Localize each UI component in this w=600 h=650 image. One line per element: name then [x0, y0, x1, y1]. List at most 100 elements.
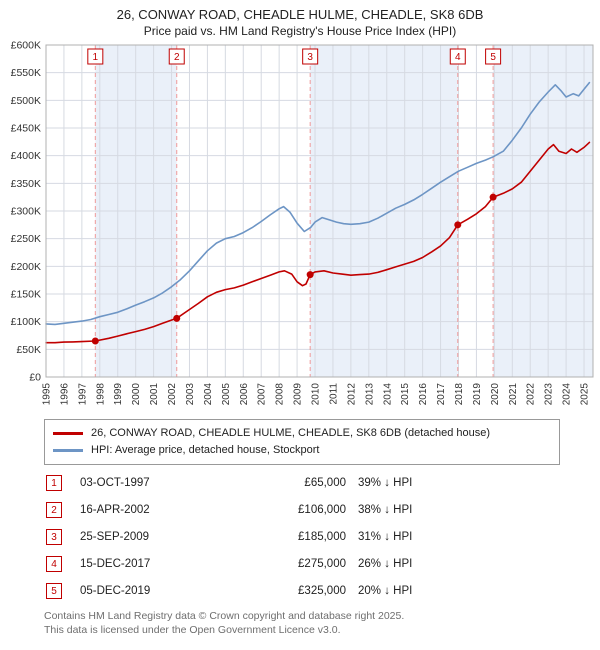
x-tick-label: 2013 — [364, 383, 375, 406]
x-tick-label: 2008 — [275, 383, 286, 406]
x-tick-label: 2014 — [382, 383, 393, 406]
sale-marker — [91, 337, 99, 345]
sale-marker — [306, 271, 314, 279]
y-tick-label: £50K — [16, 344, 41, 356]
price-series-swatch — [53, 432, 83, 436]
x-tick-label: 2002 — [167, 383, 178, 406]
footer-line-1: Contains HM Land Registry data © Crown c… — [44, 610, 405, 623]
x-tick-label: 2012 — [346, 383, 357, 406]
sale-number-badge: 1 — [46, 475, 62, 492]
sale-price: £325,000 — [298, 585, 346, 598]
x-tick-label: 1998 — [95, 383, 106, 406]
sale-number-box — [449, 48, 466, 65]
sale-number-badge: 4 — [46, 556, 62, 573]
sale-marker — [454, 221, 462, 229]
y-tick-label: £100K — [11, 316, 41, 328]
x-tick-label: 2005 — [221, 383, 232, 406]
sale-row-5: 5 05-DEC-2019 £325,000 20% ↓ HPI — [46, 583, 600, 600]
sale-price: £65,000 — [304, 477, 346, 490]
x-tick-label: 2010 — [311, 383, 322, 406]
x-tick-label: 2023 — [544, 383, 555, 406]
sale-price: £106,000 — [298, 504, 346, 517]
x-tick-label: 2020 — [490, 383, 501, 406]
legend-label-hpi: HPI: Average price, detached house, Stoc… — [91, 444, 320, 457]
sale-number-badge: 2 — [46, 502, 62, 519]
x-tick-label: 2019 — [472, 383, 483, 406]
y-tick-label: £200K — [11, 261, 41, 273]
sale-hpi-diff: 26% ↓ HPI — [358, 558, 413, 571]
page-subtitle: Price paid vs. HM Land Registry's House … — [143, 24, 457, 39]
sale-number-label: 4 — [455, 52, 461, 63]
x-tick-label: 1996 — [59, 383, 70, 406]
x-tick-label: 2021 — [508, 383, 519, 406]
hpi-series-line — [45, 82, 591, 326]
sale-row-4: 4 15-DEC-2017 £275,000 26% ↓ HPI — [46, 556, 600, 573]
legend-label-price: 26, CONWAY ROAD, CHEADLE HULME, CHEADLE,… — [91, 427, 490, 440]
license-footer: Contains HM Land Registry data © Crown c… — [44, 610, 600, 637]
x-tick-label: 2017 — [436, 383, 447, 406]
sale-date: 03-OCT-1997 — [80, 477, 150, 490]
sale-number-badge: 3 — [46, 529, 62, 546]
y-tick-label: £250K — [11, 233, 41, 245]
y-tick-label: £500K — [11, 95, 41, 107]
y-tick-label: £350K — [11, 178, 41, 190]
sale-date: 05-DEC-2019 — [80, 585, 151, 598]
sale-hpi-diff: 20% ↓ HPI — [358, 585, 413, 598]
plot-border — [45, 44, 594, 378]
sale-row-3: 3 25-SEP-2009 £185,000 31% ↓ HPI — [46, 529, 600, 546]
x-tick-label: 2018 — [454, 383, 465, 406]
sale-hpi-diff: 31% ↓ HPI — [358, 531, 413, 544]
sale-marker — [489, 193, 497, 201]
y-tick-label: £150K — [11, 289, 41, 301]
x-tick-label: 2011 — [328, 383, 339, 405]
footer-line-2: This data is licensed under the Open Gov… — [44, 623, 341, 636]
sale-price: £185,000 — [298, 531, 346, 544]
x-tick-label: 2006 — [239, 383, 250, 406]
sale-row-1: 1 03-OCT-1997 £65,000 39% ↓ HPI — [46, 475, 600, 492]
y-tick-label: £600K — [11, 40, 41, 52]
sale-number-label: 2 — [174, 52, 180, 63]
sale-number-label: 3 — [307, 52, 313, 63]
chart-header: 26, CONWAY ROAD, CHEADLE HULME, CHEADLE,… — [0, 0, 600, 39]
y-tick-label: £0 — [29, 372, 41, 384]
x-tick-label: 1999 — [113, 383, 124, 406]
hpi-series-swatch — [53, 449, 83, 453]
sale-number-label: 5 — [490, 52, 496, 63]
x-tick-label: 2025 — [580, 383, 591, 406]
chart-legend: 26, CONWAY ROAD, CHEADLE HULME, CHEADLE,… — [44, 419, 560, 466]
sale-number-box — [87, 48, 104, 65]
x-tick-label: 2001 — [149, 383, 160, 406]
x-tick-label: 2009 — [293, 383, 304, 406]
sale-number-label: 1 — [93, 52, 99, 63]
x-tick-label: 2015 — [400, 383, 411, 406]
sale-date: 25-SEP-2009 — [80, 531, 150, 544]
x-tick-label: 1995 — [42, 383, 53, 406]
sale-date: 15-DEC-2017 — [80, 558, 151, 571]
sale-number-box — [485, 48, 502, 65]
y-tick-label: £550K — [11, 67, 41, 79]
price-chart: £0 £50K £100K £150K £200K £250K £300K £350K £400… — [11, 40, 594, 406]
sale-date: 16-APR-2002 — [80, 504, 150, 517]
y-tick-label: £400K — [11, 150, 41, 162]
legend-row-price: 26, CONWAY ROAD, CHEADLE HULME, CHEADLE,… — [53, 425, 551, 442]
y-tick-label: £300K — [11, 206, 41, 218]
x-tick-label: 2004 — [203, 383, 214, 406]
sale-hpi-diff: 39% ↓ HPI — [358, 477, 413, 490]
sale-number-box — [168, 48, 185, 65]
sale-hpi-diff: 38% ↓ HPI — [358, 504, 413, 517]
sales-table: 1 03-OCT-1997 £65,000 39% ↓ HPI 2 16-APR… — [46, 475, 600, 600]
sale-marker — [173, 315, 181, 323]
sale-price: £275,000 — [298, 558, 346, 571]
page-title: 26, CONWAY ROAD, CHEADLE HULME, CHEADLE,… — [116, 7, 484, 22]
y-tick-label: £450K — [11, 123, 41, 135]
sale-row-2: 2 16-APR-2002 £106,000 38% ↓ HPI — [46, 502, 600, 519]
x-tick-label: 2016 — [418, 383, 429, 406]
sale-number-badge: 5 — [46, 583, 62, 600]
x-tick-label: 2003 — [185, 383, 196, 406]
legend-row-hpi: HPI: Average price, detached house, Stoc… — [53, 442, 551, 459]
sale-number-box — [302, 48, 319, 65]
x-tick-label: 1997 — [77, 383, 88, 406]
x-tick-label: 2007 — [257, 383, 268, 406]
x-tick-label: 2024 — [562, 383, 573, 406]
